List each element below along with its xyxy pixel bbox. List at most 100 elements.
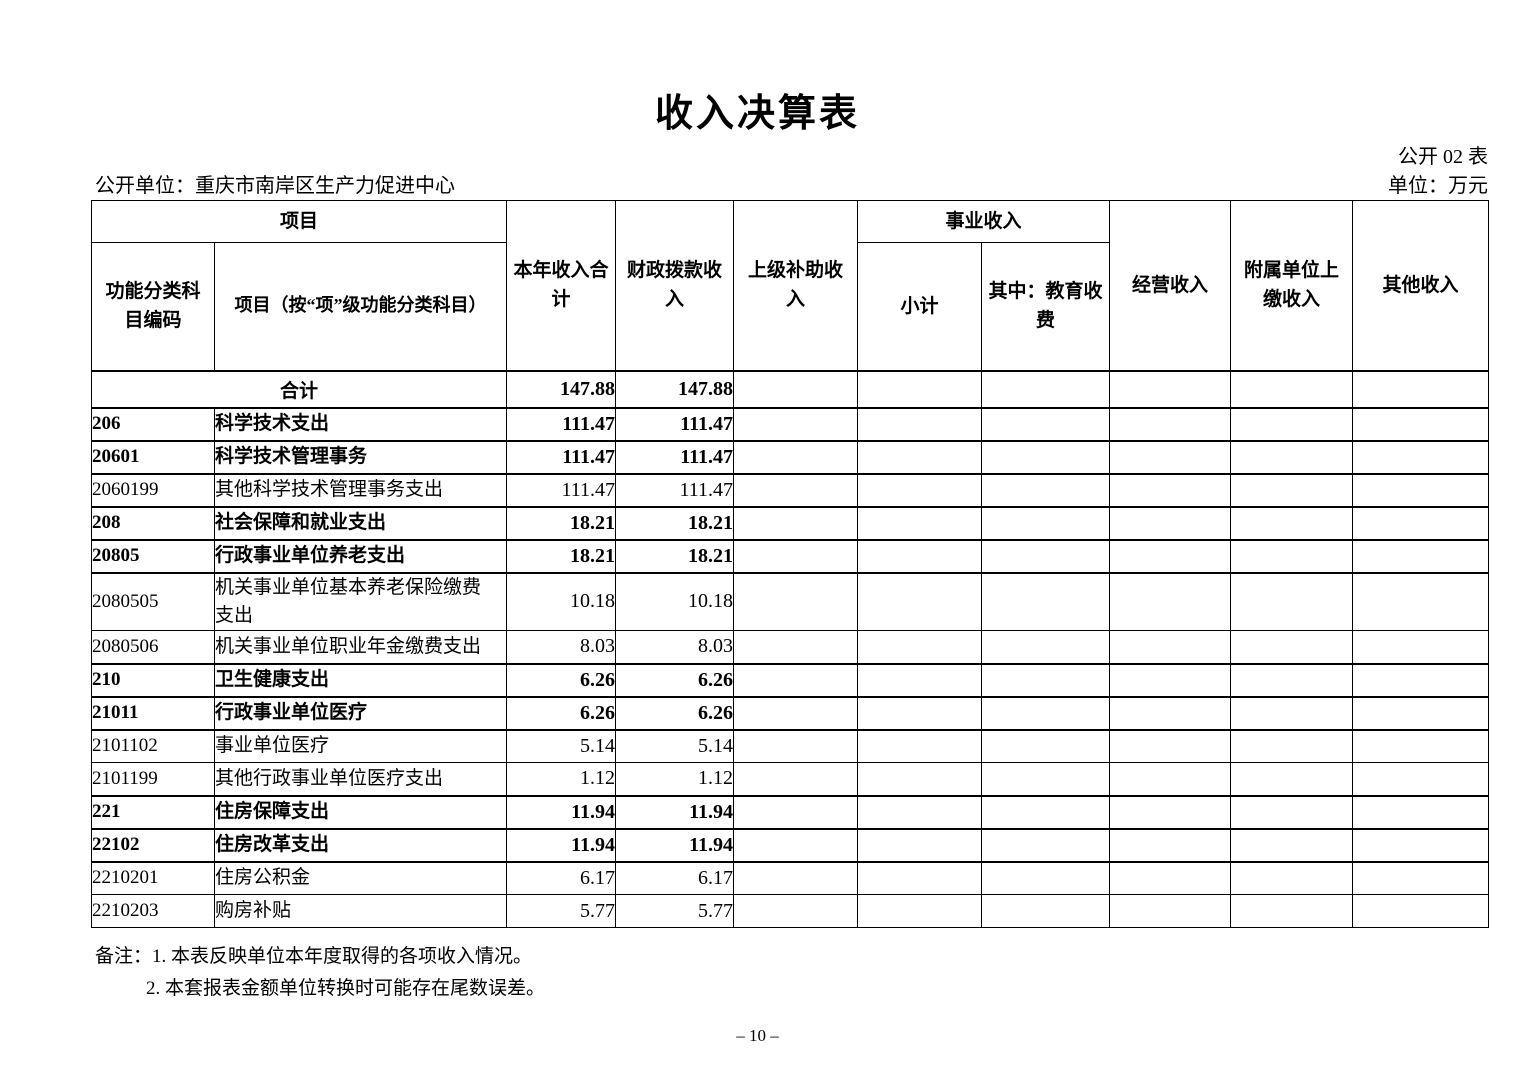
table-row: 22102 住房改革支出 11.94 11.94: [91, 827, 1490, 863]
row-education-fee: [981, 505, 1111, 541]
publishing-unit-label: 公开单位：重庆市南岸区生产力促进中心: [95, 175, 455, 197]
row-fiscal: 18.21: [615, 538, 735, 574]
row-business-subtotal: [857, 894, 983, 928]
row-fiscal: 6.26: [615, 695, 735, 731]
row-function-code: 2101199: [91, 762, 215, 796]
row-annual-total: 11.94: [506, 827, 617, 863]
row-annual-total: 111.47: [506, 406, 617, 442]
row-superior-subsidy: [733, 729, 859, 763]
row-affiliated-remittance: [1230, 406, 1354, 442]
row-operating-income: [1109, 473, 1232, 507]
row-business-subtotal: [857, 538, 983, 574]
row-project-name: 科学技术管理事务: [213, 439, 508, 475]
row-education-fee: [981, 572, 1111, 631]
row-education-fee: [981, 695, 1111, 731]
row-annual-total: 10.18: [506, 572, 617, 631]
table-row: 20601 科学技术管理事务 111.47 111.47: [91, 439, 1490, 475]
row-annual-total: 6.26: [506, 662, 617, 698]
row-annual-total: 6.26: [506, 695, 617, 731]
row-superior-subsidy: [733, 572, 859, 631]
row-function-code: 2101102: [91, 729, 215, 763]
row-fiscal: 5.77: [615, 894, 735, 928]
row-education-fee: [981, 729, 1111, 763]
row-education-fee: [981, 894, 1111, 928]
table-row: 208 社会保障和就业支出 18.21 18.21: [91, 505, 1490, 541]
row-education-fee: [981, 439, 1111, 475]
row-education-fee: [981, 473, 1111, 507]
row-superior-subsidy: [733, 538, 859, 574]
row-affiliated-remittance: [1230, 662, 1354, 698]
header-business-subtotal: 小计: [857, 242, 983, 371]
row-fiscal: 18.21: [615, 505, 735, 541]
total-operating-income: [1109, 369, 1232, 409]
row-business-subtotal: [857, 572, 983, 631]
row-superior-subsidy: [733, 794, 859, 830]
row-project-name: 事业单位医疗: [213, 729, 508, 763]
row-fiscal: 10.18: [615, 572, 735, 631]
row-superior-subsidy: [733, 894, 859, 928]
header-business-income-group: 事业收入: [857, 200, 1111, 243]
total-superior-subsidy: [733, 369, 859, 409]
row-other-income: [1352, 894, 1490, 928]
note-line-2: 2. 本套报表金额单位转换时可能存在尾数误差。: [146, 978, 546, 999]
row-annual-total: 11.94: [506, 794, 617, 830]
row-fiscal: 1.12: [615, 762, 735, 796]
row-superior-subsidy: [733, 473, 859, 507]
header-superior-subsidy: 上级补助收 入: [733, 200, 859, 371]
row-affiliated-remittance: [1230, 538, 1354, 574]
row-superior-subsidy: [733, 662, 859, 698]
row-operating-income: [1109, 894, 1232, 928]
total-education-fee: [981, 369, 1111, 409]
header-function-code: 功能分类科 目编码: [91, 242, 215, 371]
row-annual-total: 5.14: [506, 729, 617, 763]
currency-unit-label: 单位：万元: [1388, 175, 1488, 197]
row-affiliated-remittance: [1230, 794, 1354, 830]
row-project-name: 卫生健康支出: [213, 662, 508, 698]
income-table-body: 合计 147.88 147.88 206 科学技术支出 111.47 111.47 20…: [90, 369, 1490, 928]
row-project-name: 科学技术支出: [213, 406, 508, 442]
row-other-income: [1352, 827, 1490, 863]
table-row: 20805 行政事业单位养老支出 18.21 18.21: [91, 538, 1490, 574]
table-row: 2210203 购房补贴 5.77 5.77: [91, 894, 1490, 928]
total-annual-total: 147.88: [506, 369, 617, 409]
row-other-income: [1352, 861, 1490, 895]
total-fiscal: 147.88: [615, 369, 735, 409]
row-affiliated-remittance: [1230, 505, 1354, 541]
row-business-subtotal: [857, 505, 983, 541]
row-affiliated-remittance: [1230, 695, 1354, 731]
header-row-2: 功能分类科 目编码 项目（按“项”级功能分类科目） 小计 其中：教育收 费: [91, 242, 1489, 371]
row-function-code: 21011: [91, 695, 215, 731]
table-row: 206 科学技术支出 111.47 111.47: [91, 406, 1490, 442]
row-operating-income: [1109, 794, 1232, 830]
header-project-name: 项目（按“项”级功能分类科目）: [213, 242, 508, 371]
row-superior-subsidy: [733, 630, 859, 664]
row-affiliated-remittance: [1230, 729, 1354, 763]
header-affiliated-remittance: 附属单位上 缴收入: [1230, 200, 1354, 371]
row-other-income: [1352, 572, 1490, 631]
row-operating-income: [1109, 662, 1232, 698]
row-function-code: 208: [91, 505, 215, 541]
row-fiscal: 11.94: [615, 794, 735, 830]
row-function-code: 2080505: [91, 572, 215, 631]
row-operating-income: [1109, 505, 1232, 541]
table-row: 2060199 其他科学技术管理事务支出 111.47 111.47: [91, 473, 1490, 507]
row-fiscal: 8.03: [615, 630, 735, 664]
row-project-name: 住房公积金: [213, 861, 508, 895]
total-affiliated-remittance: [1230, 369, 1354, 409]
row-superior-subsidy: [733, 861, 859, 895]
row-affiliated-remittance: [1230, 894, 1354, 928]
table-row: 2210201 住房公积金 6.17 6.17: [91, 861, 1490, 895]
page-number: – 10 –: [736, 1026, 779, 1045]
row-project-name: 行政事业单位医疗: [213, 695, 508, 731]
row-business-subtotal: [857, 630, 983, 664]
row-fiscal: 111.47: [615, 473, 735, 507]
row-fiscal: 111.47: [615, 406, 735, 442]
row-other-income: [1352, 505, 1490, 541]
row-annual-total: 111.47: [506, 439, 617, 475]
row-business-subtotal: [857, 762, 983, 796]
row-fiscal: 111.47: [615, 439, 735, 475]
row-annual-total: 18.21: [506, 538, 617, 574]
header-row-1: 项目 本年收入合 计 财政拨款收 入 上级补助收 入 事业收入 经营收入 附属单…: [90, 200, 1490, 371]
row-operating-income: [1109, 406, 1232, 442]
total-label: 合计: [90, 369, 508, 409]
